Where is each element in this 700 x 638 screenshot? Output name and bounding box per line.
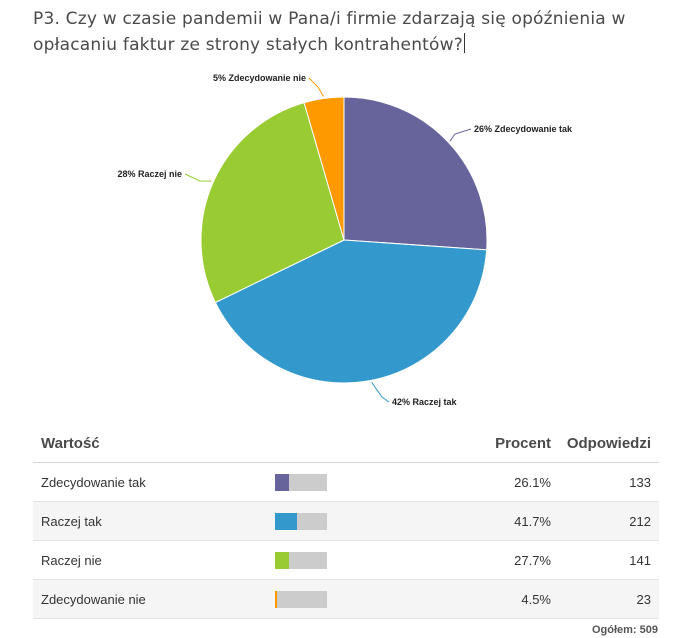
percent-bar xyxy=(275,512,327,530)
slice-label: 5% Zdecydowanie nie xyxy=(213,73,306,83)
header-value: Wartość xyxy=(33,424,271,463)
slice-label: 28% Raczej nie xyxy=(117,169,182,179)
row-count: 133 xyxy=(551,462,659,502)
header-percent: Procent xyxy=(421,424,551,463)
row-count: 141 xyxy=(551,540,659,580)
header-bar xyxy=(271,424,421,463)
row-percent: 26.1% xyxy=(421,462,551,502)
header-responses: Odpowiedzi xyxy=(551,424,659,463)
row-percent: 27.7% xyxy=(421,540,551,580)
results-table: Wartość Procent Odpowiedzi Zdecydowanie … xyxy=(33,424,659,619)
percent-bar-fill xyxy=(275,512,297,530)
percent-bar-fill xyxy=(275,551,290,569)
table-row: Raczej tak 41.7% 212 xyxy=(33,501,659,541)
percent-bar xyxy=(275,590,327,608)
question-title: P3. Czy w czasie pandemii w Pana/i firmi… xyxy=(33,6,673,58)
row-name: Zdecydowanie nie xyxy=(33,579,271,619)
total-responses: Ogółem: 509 xyxy=(591,624,658,636)
pie-slice-raczej-nie xyxy=(200,102,345,304)
row-percent: 4.5% xyxy=(421,579,551,619)
percent-bar xyxy=(275,473,327,491)
table-row: Zdecydowanie tak 26.1% 133 xyxy=(33,462,659,502)
row-count: 212 xyxy=(551,501,659,541)
leader-line xyxy=(449,128,472,142)
slice-label: 42% Raczej tak xyxy=(392,397,458,407)
leader-line xyxy=(184,173,212,182)
row-name: Zdecydowanie tak xyxy=(33,462,271,502)
row-percent: 41.7% xyxy=(421,501,551,541)
pie-slice-zdecydowanie-nie xyxy=(303,96,345,241)
leader-line xyxy=(308,77,325,97)
text-cursor xyxy=(463,33,465,53)
percent-bar-fill xyxy=(275,590,278,608)
question-text: P3. Czy w czasie pandemii w Pana/i firmi… xyxy=(33,9,626,55)
percent-bar-fill xyxy=(275,473,289,491)
pie-chart: 26% Zdecydowanie tak 42% Raczej tak 28% Ra… xyxy=(117,73,573,407)
table-row: Raczej nie 27.7% 141 xyxy=(33,540,659,580)
row-name: Raczej nie xyxy=(33,540,271,580)
pie-slice-raczej-tak xyxy=(214,239,488,384)
table-header-row: Wartość Procent Odpowiedzi xyxy=(33,424,659,463)
percent-bar xyxy=(275,551,327,569)
row-name: Raczej tak xyxy=(33,501,271,541)
pie-slice-zdecydowanie-tak xyxy=(343,96,488,251)
leader-line xyxy=(371,382,390,403)
table-row: Zdecydowanie nie 4.5% 23 xyxy=(33,579,659,619)
row-count: 23 xyxy=(551,579,659,619)
slice-label: 26% Zdecydowanie tak xyxy=(474,124,573,134)
